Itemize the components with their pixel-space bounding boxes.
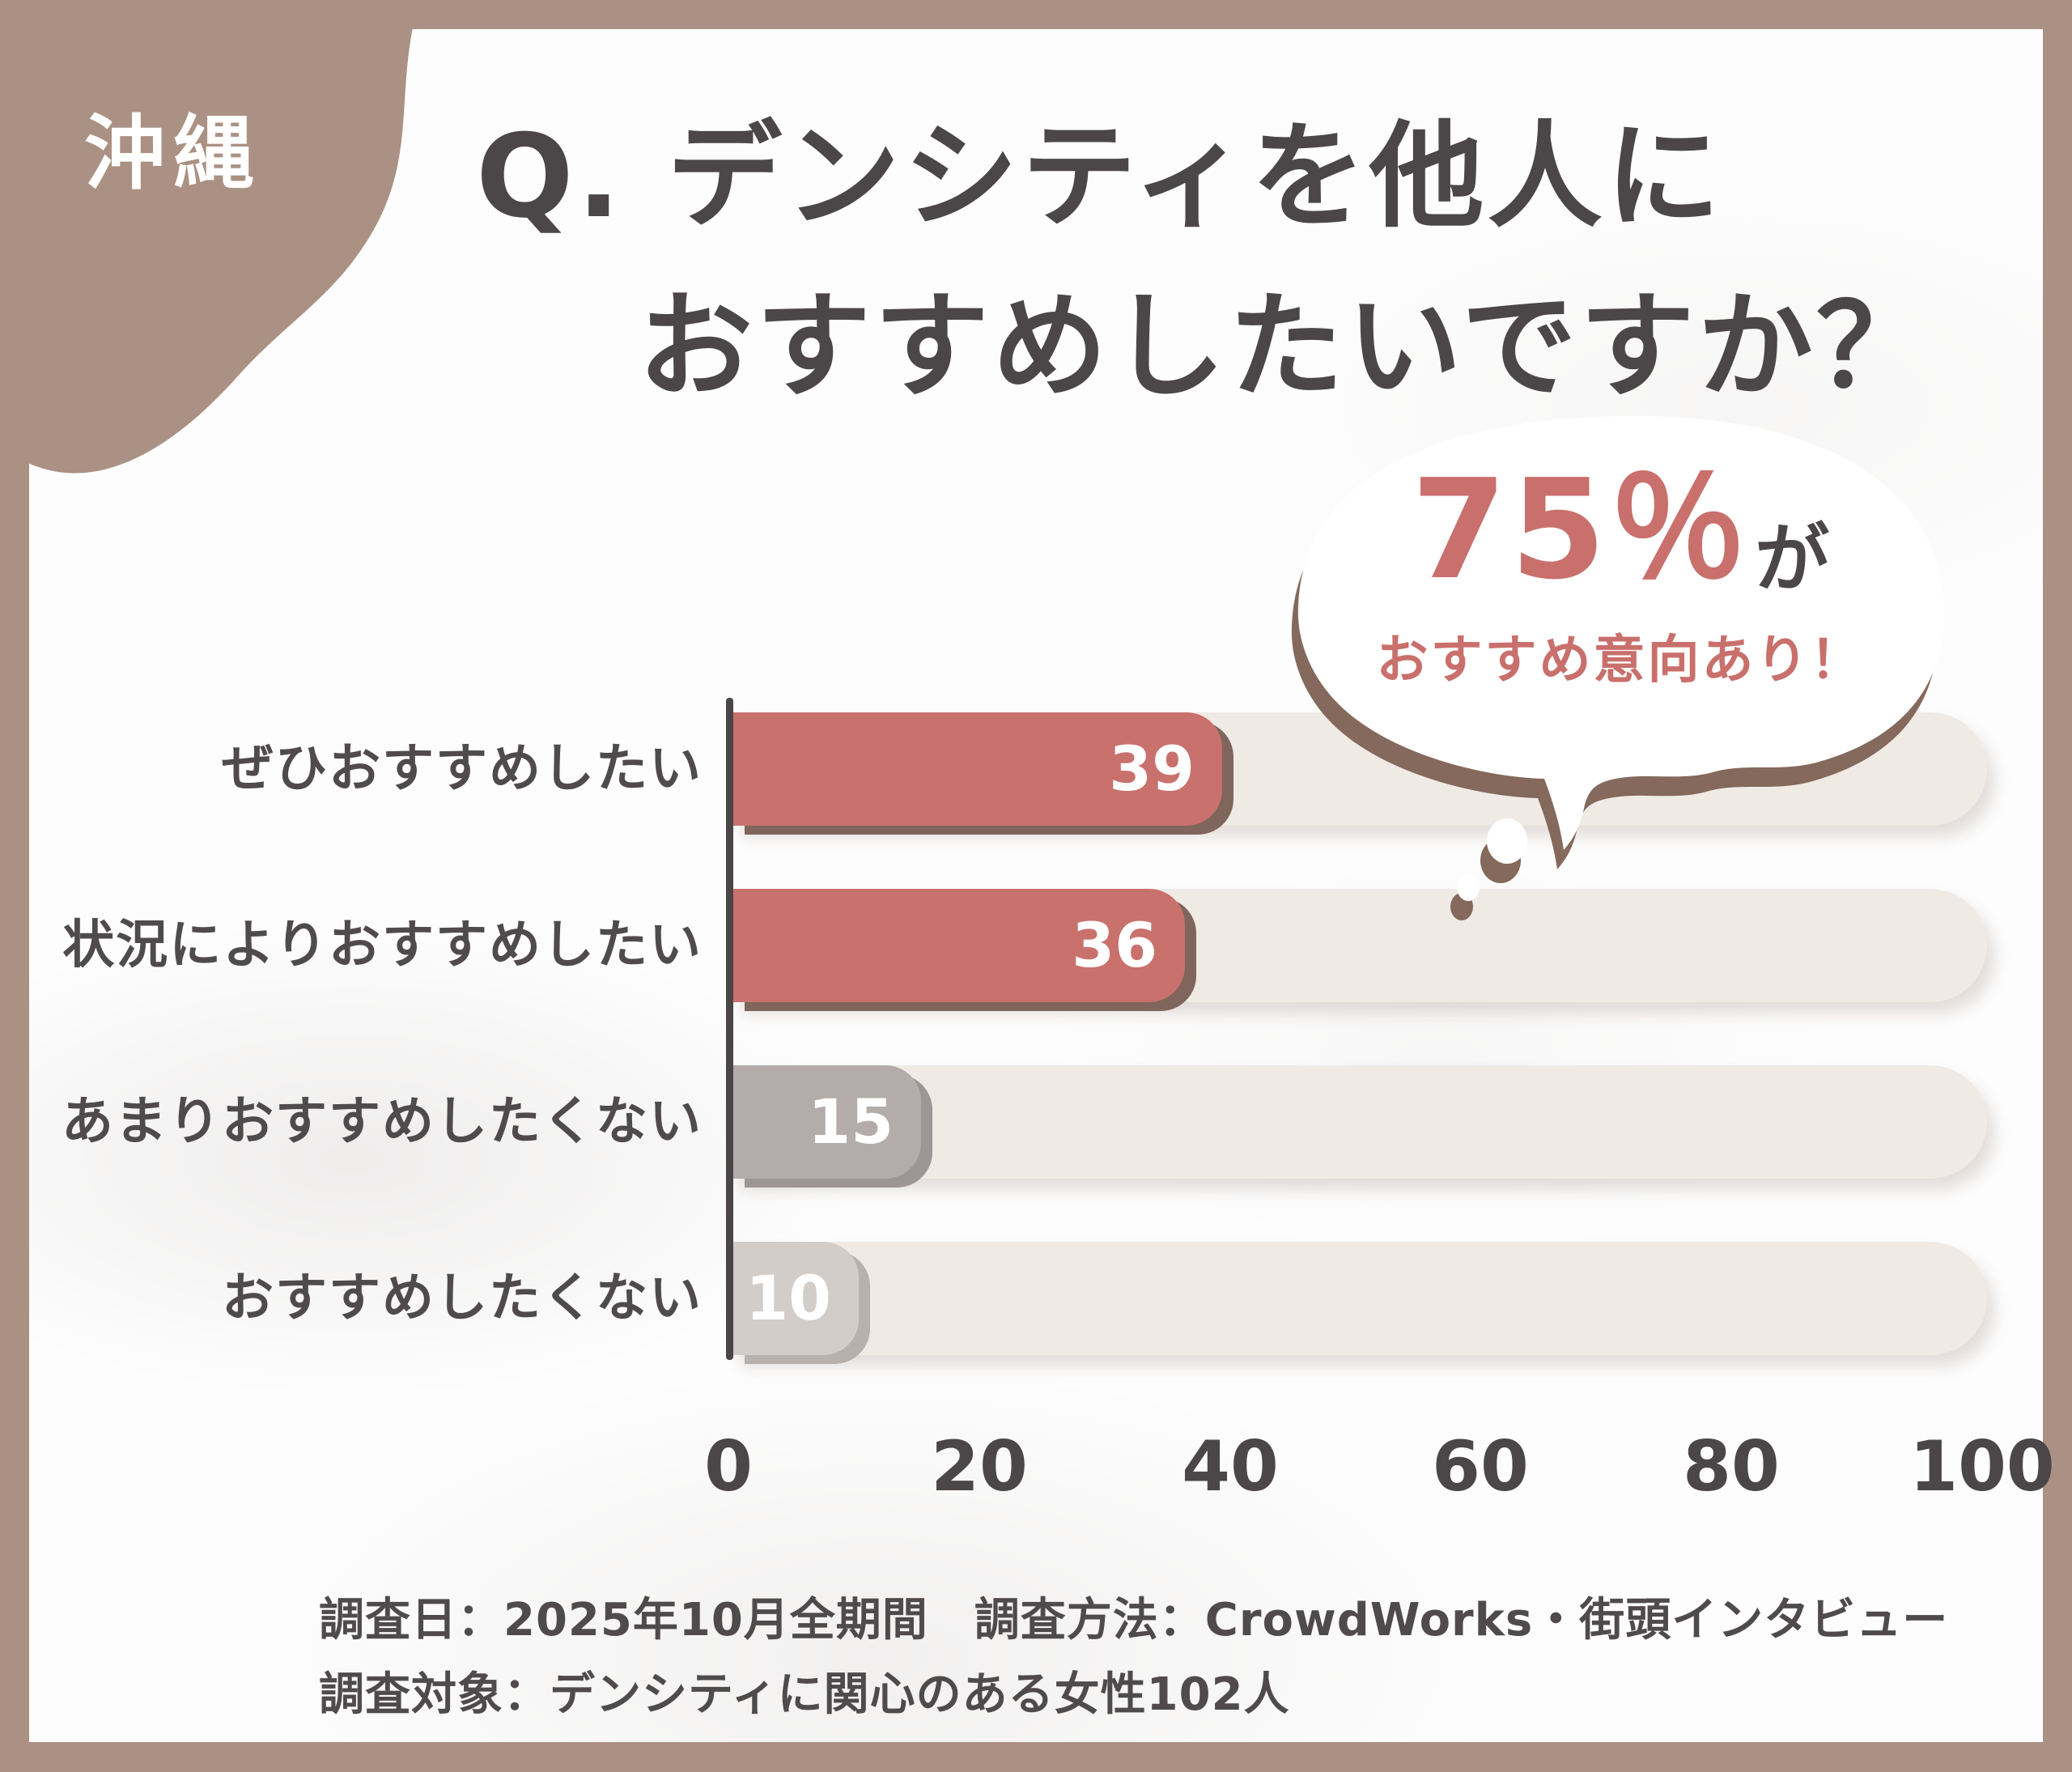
x-tick-label: 80 xyxy=(1683,1426,1780,1507)
bar-track: 36 xyxy=(733,889,1987,1002)
callout-bubble: 75％ が おすすめ意向あり！ xyxy=(1289,398,1960,933)
bar: 10 xyxy=(733,1242,859,1355)
bar-value-label: 39 xyxy=(1109,733,1195,805)
x-tick-label: 60 xyxy=(1432,1426,1529,1507)
bar: 15 xyxy=(733,1065,921,1179)
bubble-body xyxy=(1297,415,1945,850)
card-background xyxy=(29,29,2043,1742)
x-tick-label: 100 xyxy=(1909,1426,2055,1507)
survey-footnote: 調査日：2025年10月全期間 調査方法：CrowdWorks・街頭インタビュー… xyxy=(319,1583,1948,1732)
title-line-2: おすすめしたいですか？ xyxy=(638,280,1934,414)
callout-subline: おすすめ意向あり！ xyxy=(1376,631,1865,691)
category-label: 状況によりおすすめしたい xyxy=(62,916,703,975)
title-line-1: Q. デンシティを他人に xyxy=(476,110,1724,244)
y-axis-line xyxy=(726,698,733,1360)
bar-track: 10 xyxy=(733,1242,1987,1355)
bar-value-label: 36 xyxy=(1072,909,1157,981)
footnote-line-1: 調査日：2025年10月全期間 調査方法：CrowdWorks・街頭インタビュー xyxy=(319,1594,1949,1647)
bubble-dot-small xyxy=(1457,873,1480,901)
bar: 36 xyxy=(733,889,1185,1002)
category-label: おすすめしたくない xyxy=(222,1268,703,1328)
prefecture-badge: 沖縄 xyxy=(84,106,262,201)
category-label: ぜひおすすめしたい xyxy=(222,739,703,799)
bubble-shape xyxy=(1297,415,1945,901)
bar-value-label: 10 xyxy=(745,1262,831,1334)
callout-percent: 75％ xyxy=(1411,450,1751,610)
footnote-line-2: 調査対象：デンシティに関心のある女性102人 xyxy=(319,1668,1290,1721)
bar-track: 15 xyxy=(733,1065,1987,1179)
category-label: あまりおすすめしたくない xyxy=(62,1092,703,1152)
callout-headline: 75％ が xyxy=(1289,437,1952,599)
bubble-dot-large xyxy=(1487,818,1527,864)
corner-blob-shape xyxy=(0,0,419,474)
bar-value-label: 15 xyxy=(808,1086,894,1158)
x-tick-label: 20 xyxy=(931,1426,1028,1507)
corner-blob-path xyxy=(0,0,419,474)
bar: 39 xyxy=(733,712,1222,826)
x-tick-label: 40 xyxy=(1182,1426,1279,1507)
bar-track: 39 xyxy=(733,712,1987,826)
callout-suffix: が xyxy=(1755,516,1830,603)
x-tick-label: 0 xyxy=(704,1426,753,1507)
